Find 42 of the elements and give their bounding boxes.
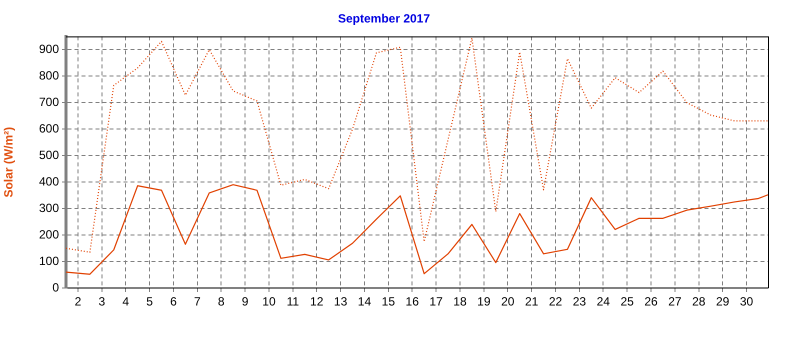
x-tick-label: 17 [429,294,444,309]
x-tick-label: 18 [453,294,467,309]
y-axis-title: Solar (W/m²) [2,126,16,198]
x-tick-label: 20 [501,294,515,309]
x-tick-label: 8 [218,294,225,309]
line-series [66,37,768,253]
y-tick-label: 900 [38,42,60,56]
x-tick-label: 28 [692,294,706,309]
x-tick-label: 15 [382,294,396,309]
x-tick-label: 3 [98,294,106,309]
y-tick-label: 0 [52,280,60,294]
y-tick-label: 500 [38,148,60,162]
x-tick-label: 16 [406,294,420,309]
x-tick-label: 10 [262,294,276,309]
y-tick-label: 700 [38,94,60,109]
x-tick-label: 11 [286,294,300,309]
y-tick-label: 100 [38,254,60,268]
x-tick-label: 19 [477,294,491,309]
x-tick-label: 23 [572,294,586,309]
y-tick-label: 800 [38,68,60,82]
x-tick-label: 30 [740,294,754,309]
x-tick-label: 13 [334,294,348,309]
y-tick-label: 300 [38,200,60,215]
x-tick-label: 24 [596,294,610,309]
x-tick-label: 7 [194,294,201,309]
x-tick-label: 2 [74,294,82,309]
x-tick-label: 9 [242,294,249,309]
x-tick-label: 27 [668,294,682,309]
x-tick-label: 5 [146,294,154,309]
y-tick-label: 600 [38,121,60,136]
x-tick-label: 26 [644,294,658,309]
chart-title: September 2017 [338,12,430,26]
x-tick-label: 6 [170,294,178,309]
x-tick-label: 25 [620,294,634,309]
x-tick-label: 12 [310,294,324,309]
x-tick-label: 21 [524,294,539,309]
x-tick-label: 22 [548,294,562,309]
y-tick-label: 400 [38,174,60,188]
y-tick-label: 200 [38,227,60,242]
x-tick-label: 14 [358,294,372,309]
x-tick-label: 4 [122,294,130,309]
x-tick-label: 29 [716,294,730,309]
